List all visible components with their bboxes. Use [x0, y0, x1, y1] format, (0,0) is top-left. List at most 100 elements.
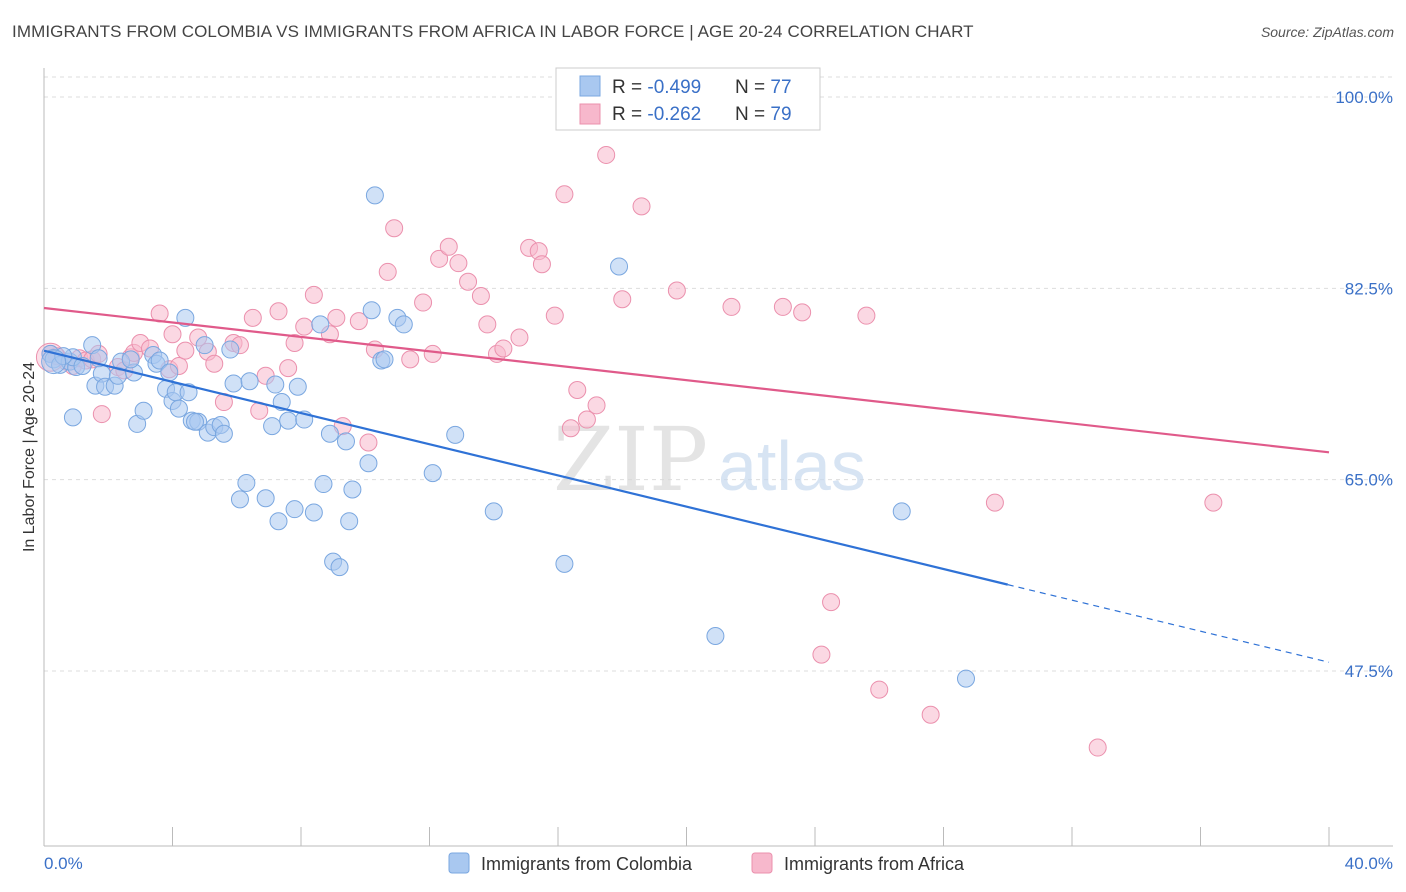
colombia-point [423, 464, 442, 483]
colombia-point [330, 558, 349, 577]
colombia-point [359, 454, 378, 473]
svg-text:R = -0.499: R = -0.499 [612, 77, 701, 98]
africa-point [632, 197, 651, 216]
colombia-point [555, 554, 574, 573]
source-label: Source: ZipAtlas.com [1260, 24, 1394, 40]
africa-point [401, 350, 420, 369]
colombia-trend-line-extension [1007, 584, 1330, 663]
colombia-point [365, 186, 384, 205]
colombia-point [169, 399, 188, 418]
colombia-point [304, 503, 323, 522]
legend-n-value-2: 79 [770, 104, 791, 125]
africa-point [205, 354, 224, 373]
africa-point [510, 328, 529, 347]
africa-point [822, 593, 841, 612]
colombia-point [343, 480, 362, 499]
y-tick-label: 82.5% [1345, 279, 1393, 298]
colombia-point [176, 308, 195, 327]
africa-point [1088, 738, 1107, 757]
colombia-point [214, 424, 233, 443]
africa-point [870, 680, 889, 699]
colombia-point [240, 372, 259, 391]
africa-point [667, 281, 686, 300]
africa-point [414, 293, 433, 312]
africa-point [773, 297, 792, 316]
colombia-point [484, 502, 503, 521]
africa-point [304, 285, 323, 304]
africa-point [921, 705, 940, 724]
watermark-atlas: atlas [718, 427, 866, 505]
africa-point [92, 405, 111, 424]
africa-point [359, 433, 378, 452]
colombia-point [314, 475, 333, 494]
colombia-point [336, 432, 355, 451]
x-tick-label-min: 0.0% [44, 854, 83, 873]
bottom-legend-label-colombia: Immigrants from Colombia [481, 854, 693, 874]
colombia-point [285, 500, 304, 519]
legend-r-label-1: R = [612, 77, 647, 98]
africa-point [243, 308, 262, 327]
colombia-point [311, 315, 330, 334]
africa-point [545, 306, 564, 325]
x-axis-ticks [43, 827, 1330, 846]
colombia-point [185, 412, 204, 431]
colombia-point [266, 375, 285, 394]
colombia-point [362, 301, 381, 320]
africa-point [532, 255, 551, 274]
colombia-point [320, 424, 339, 443]
legend-r-value-2: -0.262 [647, 104, 701, 125]
africa-point [269, 302, 288, 321]
africa-point [285, 334, 304, 352]
bottom-legend-label-africa: Immigrants from Africa [784, 854, 965, 874]
africa-point [459, 272, 478, 291]
colombia-point [237, 473, 256, 492]
legend-swatch-colombia [579, 75, 601, 97]
colombia-point [956, 669, 975, 688]
africa-point [378, 262, 397, 281]
africa-point [163, 325, 182, 344]
africa-point [857, 306, 876, 325]
svg-text:R = -0.262: R = -0.262 [612, 104, 701, 125]
y-tick-labels: 100.0% 82.5% 65.0% 47.5% [1335, 88, 1393, 681]
colombia-point [269, 512, 288, 531]
africa-point [449, 254, 468, 273]
colombia-point [179, 383, 198, 402]
africa-point [577, 410, 596, 429]
legend-n-value-1: 77 [770, 77, 791, 98]
africa-point [985, 493, 1004, 512]
colombia-point [230, 490, 249, 509]
colombia-trend-line [43, 349, 1009, 586]
trend-lines [43, 306, 1330, 663]
colombia-point [224, 374, 243, 393]
legend-n-label-2: N = [735, 104, 770, 125]
africa-point [568, 381, 587, 400]
colombia-point [263, 417, 282, 436]
colombia-point [394, 315, 413, 334]
legend-r-value-1: -0.499 [647, 77, 701, 98]
x-tick-label-max: 40.0% [1345, 854, 1393, 873]
y-axis-label: In Labor Force | Age 20-24 [21, 362, 38, 552]
africa-point [561, 419, 580, 438]
colombia-point [195, 336, 214, 355]
colombia-point [706, 627, 725, 646]
africa-point [423, 344, 442, 363]
africa-point [295, 317, 314, 336]
legend-swatch-africa [579, 103, 601, 125]
colombia-point-cluster [41, 349, 67, 375]
colombia-point [160, 363, 179, 382]
svg-text:N = 79: N = 79 [735, 104, 792, 125]
africa-point [385, 219, 404, 238]
africa-point [176, 341, 195, 360]
bottom-legend-swatch-colombia [448, 852, 470, 874]
africa-point [555, 185, 574, 204]
legend-n-label-1: N = [735, 77, 770, 98]
y-tick-label: 100.0% [1335, 88, 1393, 107]
colombia-points [41, 186, 975, 688]
africa-point [327, 308, 346, 327]
legend-r-label-2: R = [612, 104, 647, 125]
series-legend: Immigrants from Colombia Immigrants from… [448, 852, 965, 874]
africa-point [812, 645, 831, 664]
africa-point [439, 237, 458, 256]
africa-point [430, 249, 449, 268]
